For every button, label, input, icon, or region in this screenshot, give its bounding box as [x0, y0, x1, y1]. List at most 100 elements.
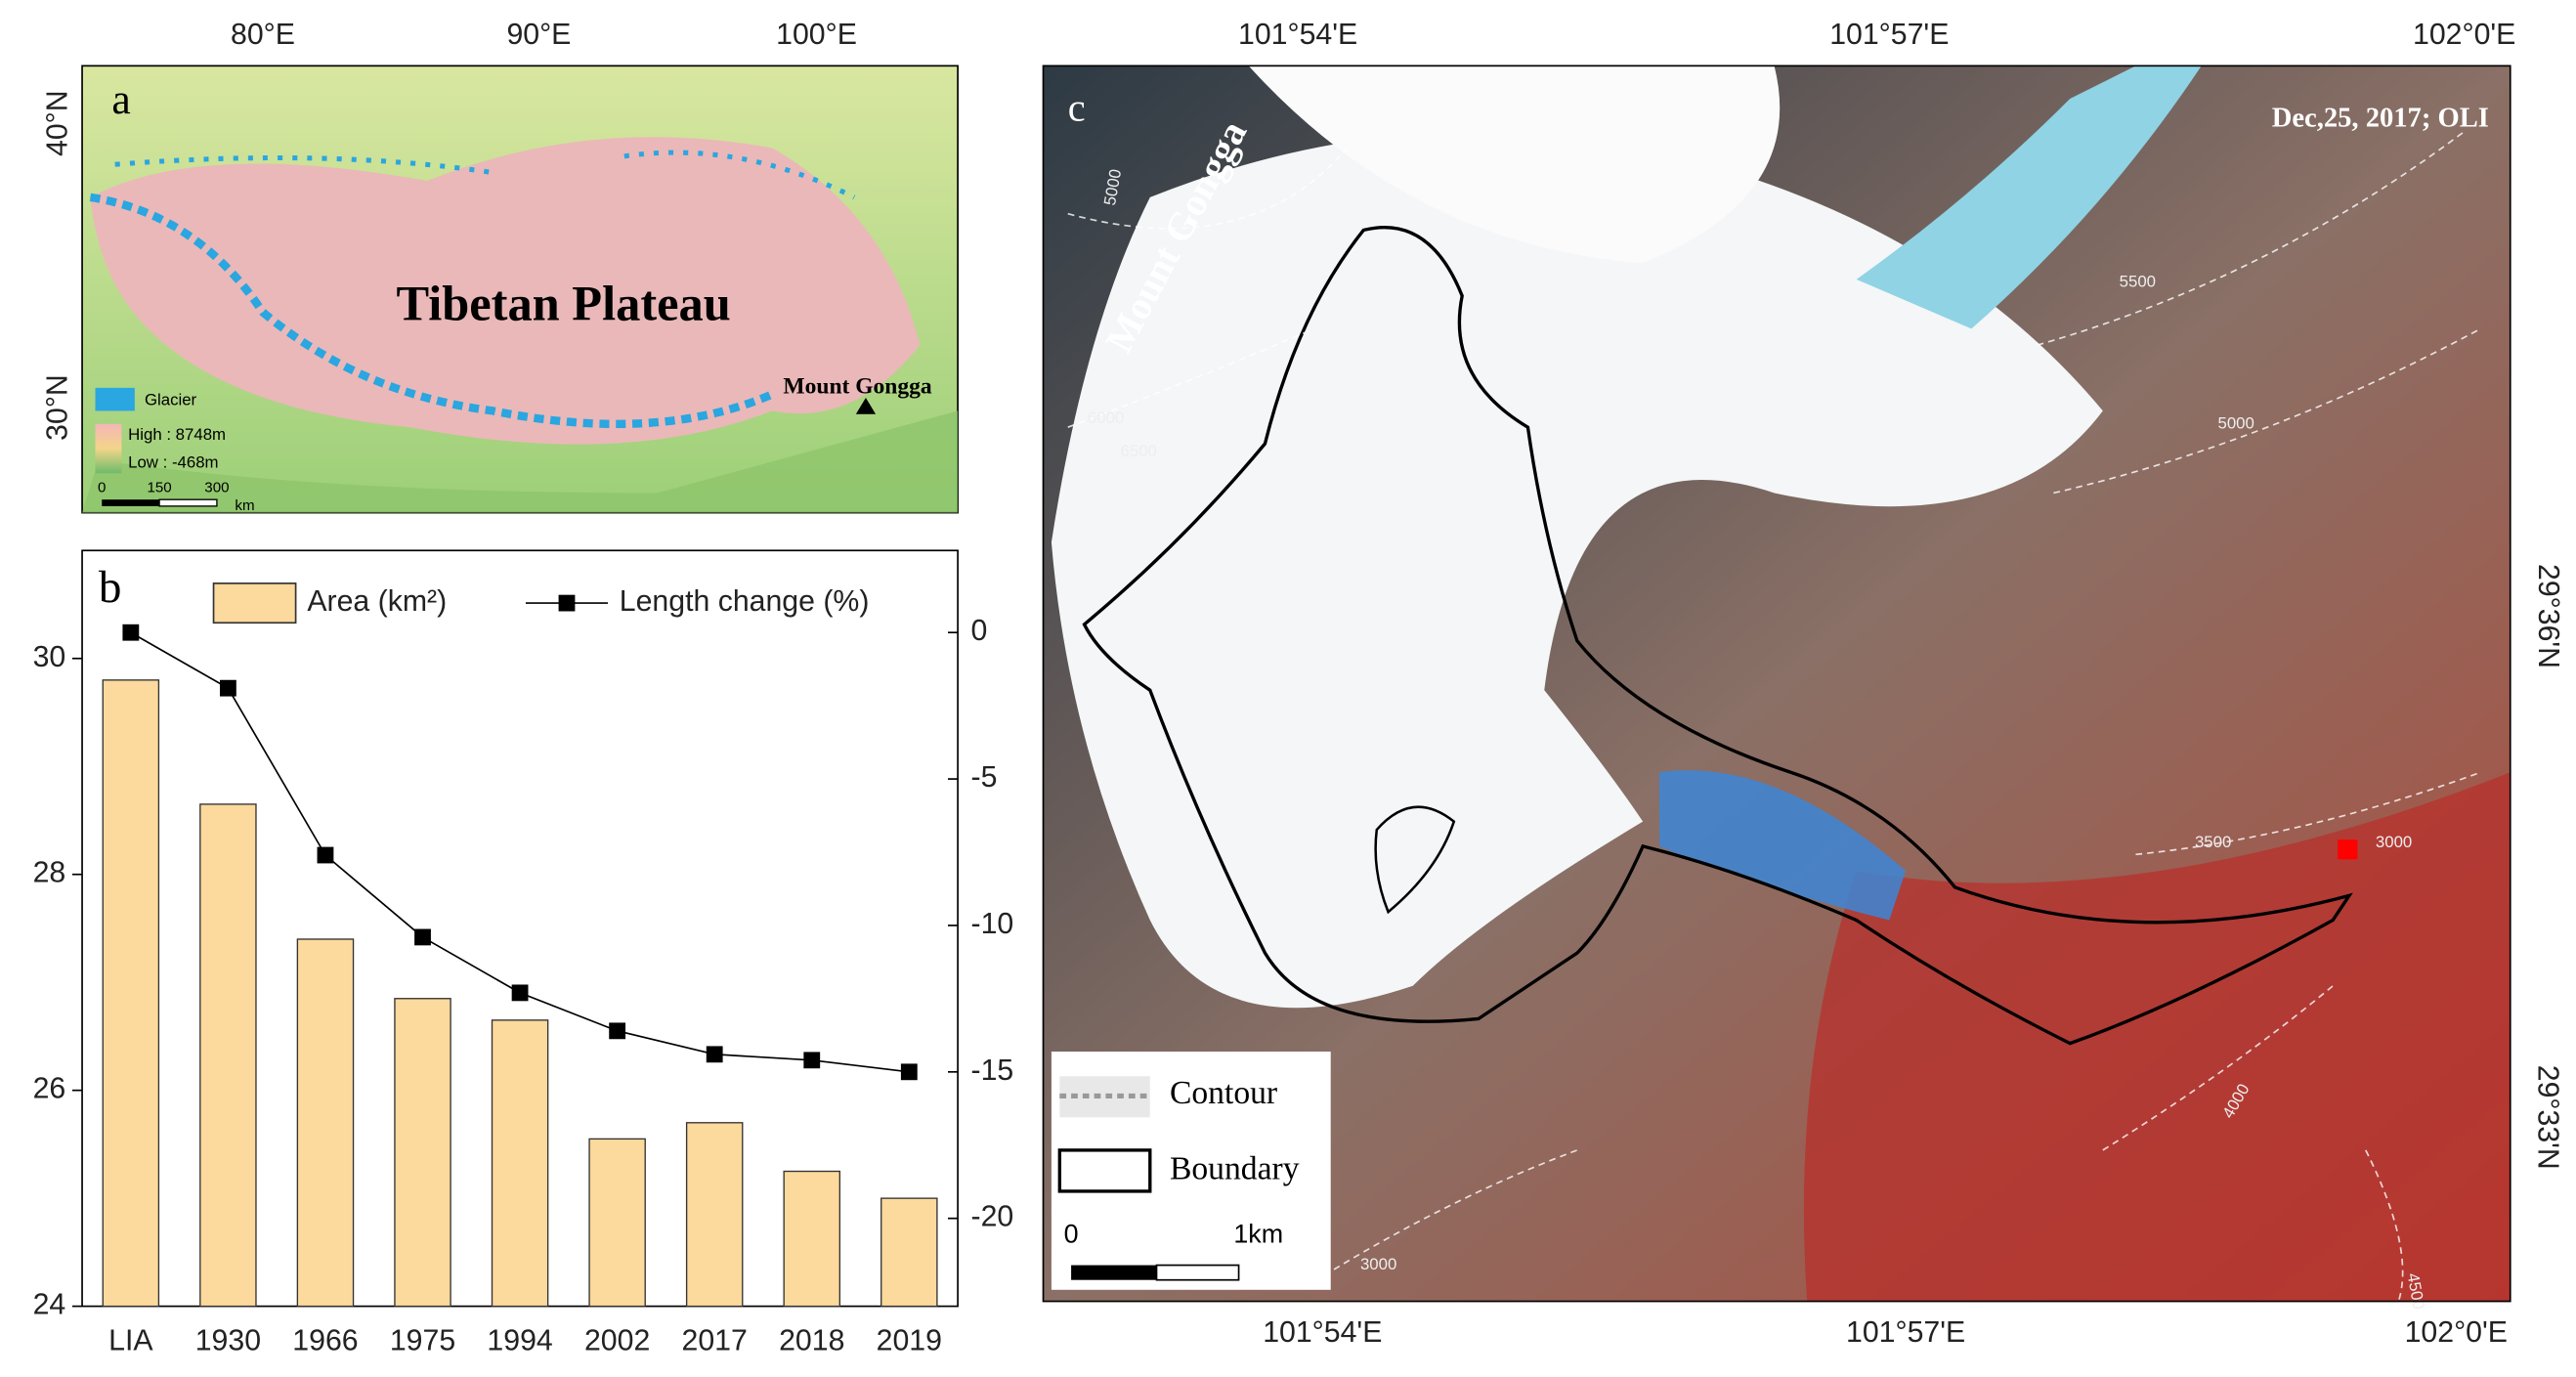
lowland — [82, 410, 959, 513]
legend-text: Glacier — [145, 391, 197, 409]
scale-bar — [158, 498, 218, 507]
bar — [880, 1197, 938, 1308]
lon-tick: 101°54'E — [1238, 19, 1357, 51]
marker — [609, 1022, 626, 1040]
legend-text: Contour — [1170, 1075, 1277, 1111]
y-tick-label: 30 — [33, 641, 66, 673]
x-tick-label: 2002 — [584, 1325, 650, 1357]
contour-label: 5000 — [2218, 413, 2254, 432]
contour-label: 3000 — [1360, 1255, 1396, 1273]
lon-tick: 80°E — [231, 19, 295, 51]
contours — [1067, 130, 2481, 1302]
snow — [1051, 131, 2103, 1009]
bar — [296, 938, 355, 1308]
bar — [783, 1170, 841, 1308]
glacier-belt — [89, 193, 774, 429]
glacier-lake — [1658, 770, 1907, 921]
contour-line — [1067, 147, 1349, 230]
contour-line — [1313, 1149, 1578, 1283]
y2-tick-label: -10 — [971, 908, 1014, 940]
contour-line — [2135, 771, 2481, 856]
panel-b: 24 26 28 30 0 -5 -10 -15 -20 LIA 1930 1966 1975 1994 2… — [33, 549, 1014, 1357]
panel-a: a Tibetan Plateau Mount Gongga 80°E 90°E… — [42, 19, 959, 514]
contour-label: 6500 — [1121, 442, 1157, 460]
contour-line — [2053, 327, 2481, 495]
vegetation — [1803, 772, 2511, 1302]
marker — [219, 679, 236, 697]
scale-bar — [1155, 1264, 1240, 1281]
bar — [491, 1019, 549, 1308]
scale-text: 0 — [98, 479, 106, 495]
contour-line — [2102, 985, 2334, 1151]
x-tick-label: 1975 — [390, 1325, 455, 1357]
y-tick-label: 26 — [33, 1073, 66, 1105]
panel-label: a — [111, 76, 130, 123]
legend-text: Boundary — [1170, 1150, 1300, 1186]
bar — [685, 1122, 744, 1308]
lon-tick: 102°0'E — [2413, 19, 2515, 51]
x-tick-label: 2017 — [682, 1325, 748, 1357]
legend-text: High : 8748m — [128, 425, 226, 444]
legend-text: Length change (%) — [620, 585, 870, 618]
bar — [199, 803, 257, 1308]
bar — [588, 1138, 646, 1308]
y-tick-label: 28 — [33, 857, 66, 889]
x-tick-label: LIA — [108, 1325, 153, 1357]
lat-tick: 30°N — [42, 374, 74, 441]
contour-line — [2365, 1149, 2404, 1302]
legend-swatch — [1057, 1148, 1152, 1193]
marker — [317, 846, 334, 864]
site-marker — [2338, 839, 2358, 860]
lon-tick: 100°E — [776, 19, 857, 51]
lon-tick: 101°57'E — [1846, 1316, 1965, 1349]
lon-tick: 90°E — [506, 19, 571, 51]
contour-label: 3500 — [2195, 833, 2231, 851]
scale-text: 300 — [204, 479, 229, 495]
lon-tick: 102°0'E — [2405, 1316, 2508, 1349]
marker — [803, 1052, 821, 1069]
x-tick-label: 2018 — [779, 1325, 844, 1357]
contour-label: 6000 — [1088, 409, 1124, 427]
contour-label: 5500 — [2120, 273, 2156, 291]
map-title: Tibetan Plateau — [397, 277, 731, 331]
map-border — [1042, 65, 2512, 1303]
y2-tick-label: -15 — [971, 1054, 1014, 1087]
marker — [900, 1063, 918, 1081]
legend-swatch — [95, 423, 122, 474]
bar — [394, 998, 451, 1308]
nunatak-boundary — [1374, 805, 1456, 915]
panel-label: b — [99, 562, 122, 613]
glacier-boundary — [1082, 226, 2353, 1046]
contour-line — [1067, 327, 1315, 428]
lon-tick: 101°54'E — [1263, 1316, 1382, 1349]
site-marker — [855, 397, 877, 414]
panel-c: 5000 6000 6500 5500 5000 3500 3000 4000 … — [1042, 19, 2564, 1349]
x-tick-label: 2019 — [877, 1325, 942, 1357]
lat-tick: 29°33'N — [2532, 1065, 2564, 1170]
legend-swatch — [212, 582, 297, 624]
lat-tick: 29°36'N — [2532, 564, 2564, 668]
legend-swatch — [558, 594, 576, 612]
x-tick-label: 1994 — [487, 1325, 552, 1357]
scale-text: 1km — [1233, 1219, 1283, 1248]
snow — [1248, 65, 1781, 264]
y2-tick-label: 0 — [971, 615, 988, 647]
plateau — [90, 137, 921, 445]
scale-text: km — [235, 497, 254, 514]
y2-tick-label: -20 — [971, 1201, 1014, 1233]
legend-text: Area (km²) — [307, 585, 447, 618]
scale-bar — [1071, 1265, 1157, 1280]
scale-text: 150 — [147, 479, 171, 495]
legend-text: Low : -468m — [128, 453, 218, 472]
contour-label: 3000 — [2376, 833, 2412, 851]
bar — [102, 679, 160, 1308]
x-tick-label: 1930 — [195, 1325, 261, 1357]
scale-text: 0 — [1064, 1219, 1079, 1248]
y2-tick-label: -5 — [971, 761, 998, 794]
scale-bar — [102, 499, 160, 506]
date-label: Dec,25, 2017; OLI — [2272, 103, 2489, 133]
legend-swatch — [95, 387, 135, 411]
x-tick-label: 1966 — [292, 1325, 358, 1357]
y-tick-label: 24 — [33, 1289, 66, 1321]
